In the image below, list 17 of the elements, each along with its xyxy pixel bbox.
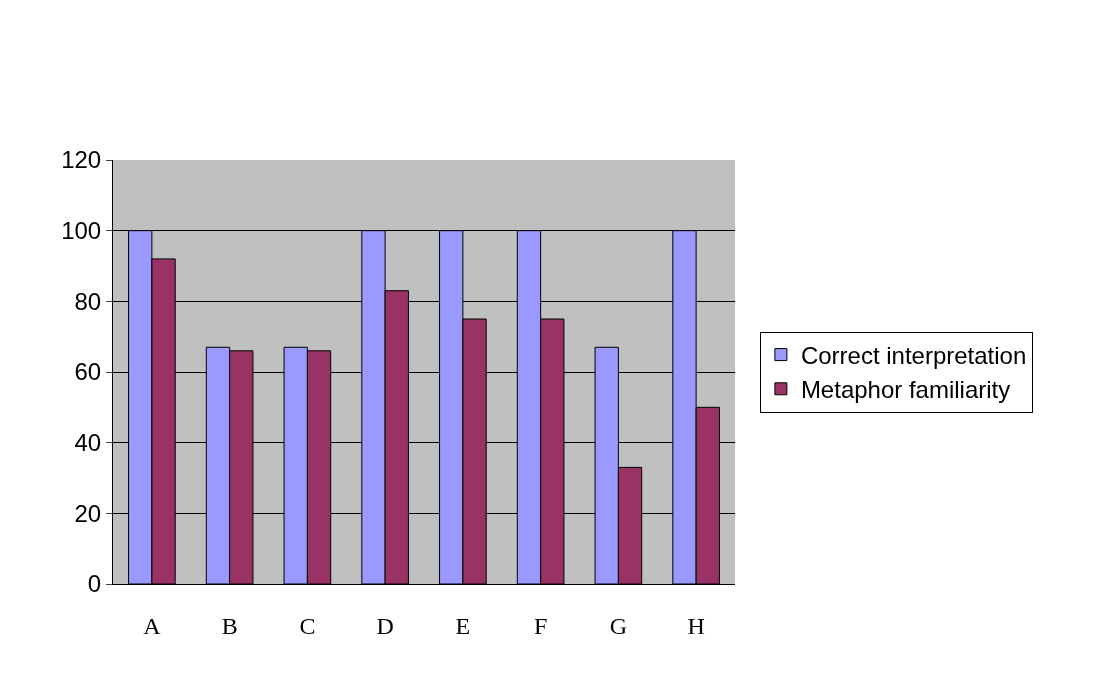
x-tick-label: C (299, 612, 316, 639)
legend-label: Metaphor familiarity (800, 376, 1011, 404)
y-tick-label: 40 (74, 429, 102, 457)
x-tick-label: H (687, 612, 705, 639)
legend-label: Correct interpretation (800, 341, 1027, 369)
x-tick-label: B (221, 612, 238, 639)
x-tick-label: A (143, 612, 162, 639)
x-tick-label: D (376, 612, 394, 639)
y-tick-label: 60 (74, 358, 102, 386)
y-tick-label: 100 (61, 217, 102, 245)
x-tick-label: E (455, 612, 471, 639)
y-tick-label: 120 (61, 146, 102, 174)
y-tick-label: 20 (74, 499, 102, 527)
x-tick-label: F (533, 612, 548, 639)
x-tick-label: G (609, 612, 628, 639)
y-tick-label: 80 (74, 287, 102, 315)
y-tick-label: 0 (87, 570, 102, 598)
